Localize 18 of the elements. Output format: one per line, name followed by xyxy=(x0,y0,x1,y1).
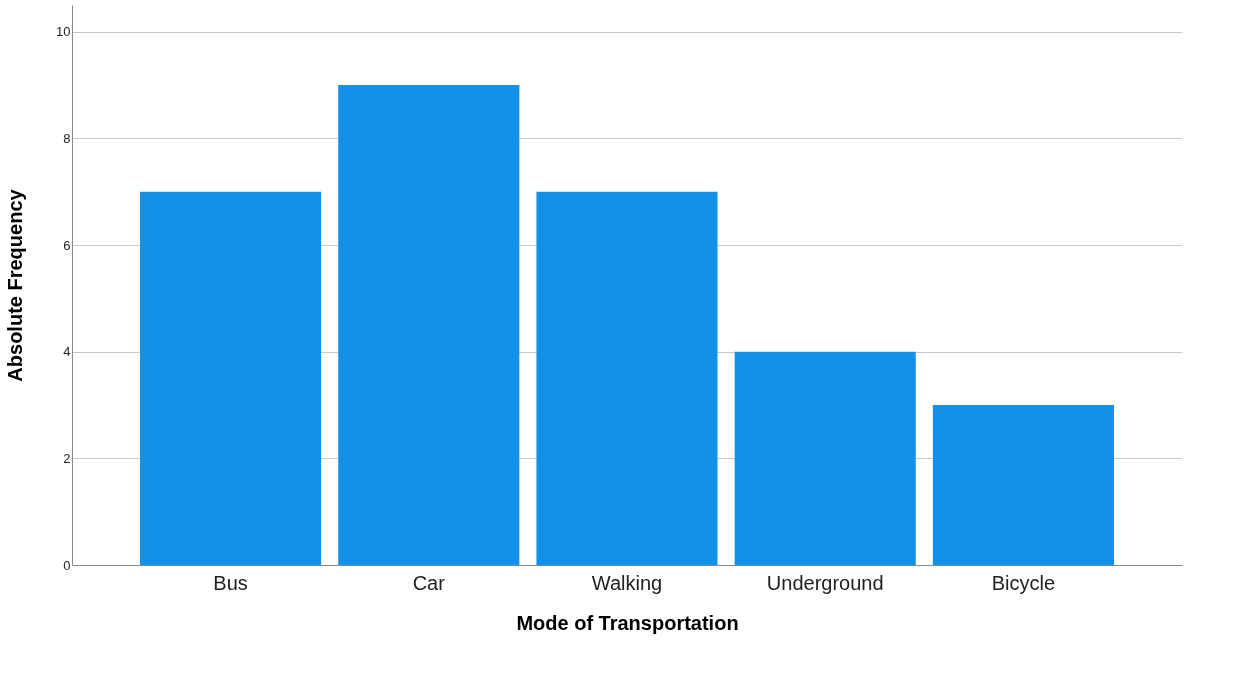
x-tick-label: Walking xyxy=(591,571,663,594)
x-tick-label: Underground xyxy=(766,571,884,594)
bar xyxy=(932,405,1114,565)
y-axis-title: Absolute Frequency xyxy=(4,188,27,382)
x-tick-label: Car xyxy=(412,571,446,594)
bar xyxy=(140,191,322,565)
y-tick-label: 10 xyxy=(56,24,71,40)
x-tick-label: Bicycle xyxy=(991,571,1056,594)
bar xyxy=(734,351,916,565)
bar xyxy=(338,85,520,565)
bar xyxy=(536,191,718,565)
y-tick-label: 4 xyxy=(63,344,71,360)
y-tick-label: 8 xyxy=(63,130,71,146)
x-tick-label: Bus xyxy=(213,571,248,594)
y-tick-label: 2 xyxy=(63,450,71,466)
y-tick-label: 0 xyxy=(63,557,71,573)
y-tick-label: 6 xyxy=(63,237,71,253)
x-axis-title: Mode of Transportation xyxy=(516,611,739,634)
